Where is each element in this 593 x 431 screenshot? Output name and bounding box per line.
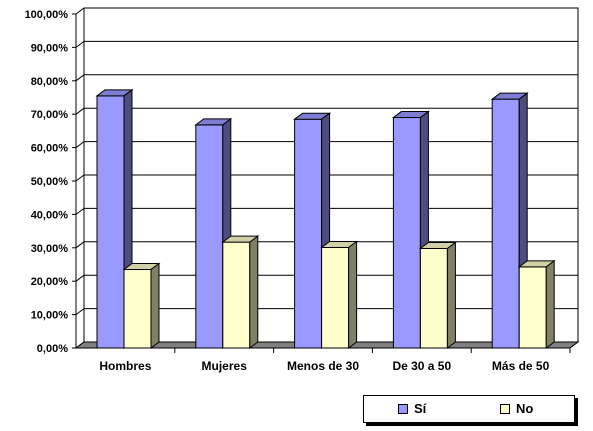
bar-side	[249, 235, 259, 350]
gridline-diagonal	[75, 41, 85, 48]
gridline-diagonal	[75, 174, 85, 182]
legend-item-si: Sí	[398, 401, 426, 416]
legend: Sí No	[363, 395, 575, 423]
bar-side	[446, 241, 456, 349]
legend-item-no: No	[500, 401, 533, 416]
gridline-diagonal	[75, 7, 85, 15]
gridline-diagonal	[75, 141, 85, 149]
y-tick-label: 10,00%	[31, 310, 69, 322]
legend-swatch-no	[500, 403, 510, 414]
bar-no	[518, 266, 547, 349]
y-tick-label: 50,00%	[31, 176, 69, 188]
bar-side	[545, 259, 555, 349]
x-tick-label: Hombres	[99, 359, 151, 373]
y-tick-label: 40,00%	[31, 209, 69, 221]
bar-no	[321, 246, 350, 349]
bar-si	[195, 124, 224, 349]
gridline-diagonal	[75, 308, 85, 316]
x-tick-label: Más de 50	[492, 359, 550, 373]
gridline-diagonal	[75, 107, 85, 115]
y-tick-label: 90,00%	[31, 42, 69, 54]
y-tick-label: 80,00%	[31, 76, 69, 88]
bar-side	[150, 262, 160, 349]
bar-si	[392, 117, 421, 349]
y-tick-label: 20,00%	[31, 276, 69, 288]
gridline-diagonal	[75, 241, 85, 249]
bar-no	[222, 241, 251, 349]
bar-si	[491, 98, 520, 349]
bar-si	[294, 118, 323, 349]
legend-label-si: Sí	[414, 401, 427, 416]
y-tick-label: 70,00%	[31, 109, 69, 121]
y-tick-label: 60,00%	[31, 143, 69, 155]
bar-si	[96, 95, 125, 349]
x-tick-label: De 30 a 50	[392, 359, 451, 373]
y-tick-label: 30,00%	[31, 243, 69, 255]
bar-no	[123, 269, 152, 349]
y-tick-label: 0,00%	[37, 343, 68, 355]
x-tick-label: Mujeres	[202, 359, 248, 373]
gridline-diagonal	[75, 207, 85, 215]
gridline-diagonal	[75, 274, 85, 282]
legend-label-no: No	[516, 401, 534, 416]
gridline-diagonal	[75, 74, 85, 82]
bar-side	[348, 240, 358, 349]
legend-swatch-si	[398, 403, 408, 414]
x-tick-label: Menos de 30	[287, 359, 359, 373]
y-tick-label: 100,00%	[25, 9, 69, 21]
bar-no	[419, 247, 448, 349]
